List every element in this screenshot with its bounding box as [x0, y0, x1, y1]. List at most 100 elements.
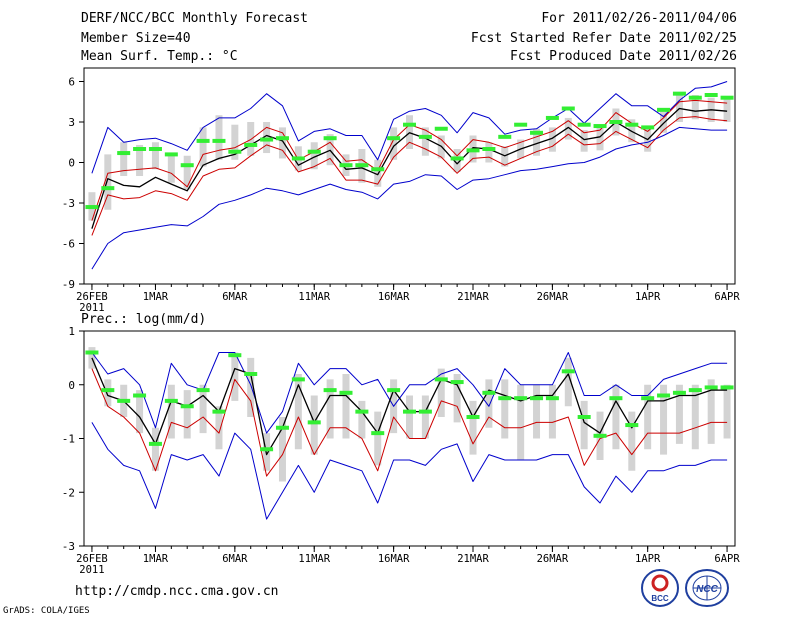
series-lower-envelope — [91, 422, 728, 520]
spread-box — [723, 99, 731, 122]
forecast-marker — [514, 396, 528, 401]
y-tick-label: 3 — [68, 116, 75, 129]
x-tick-label: 16MAR — [378, 553, 410, 565]
header-started-date: Fcst Started Refer Date 2011/02/25 — [470, 31, 737, 46]
spread-box — [374, 411, 382, 466]
forecast-marker — [482, 147, 496, 151]
spread-box — [136, 390, 144, 434]
x-tick-label: 26MAR — [537, 553, 569, 565]
spread-box — [390, 127, 398, 160]
header-forecast-range: For 2011/02/26-2011/04/06 — [541, 11, 737, 26]
forecast-marker — [720, 385, 734, 390]
forecast-marker — [720, 95, 734, 100]
forecast-marker — [593, 433, 607, 438]
forecast-marker — [545, 115, 559, 120]
spread-box — [231, 124, 239, 160]
forecast-marker — [164, 398, 178, 403]
forecast-marker — [260, 137, 274, 142]
forecast-marker — [148, 147, 162, 151]
x-tick-sublabel: 2011 — [79, 302, 104, 314]
forecast-marker — [561, 106, 575, 111]
spread-box — [675, 384, 683, 444]
forecast-marker — [133, 393, 147, 398]
spread-box — [628, 411, 636, 471]
forecast-marker — [450, 380, 464, 385]
x-tick-label: 26FEB — [76, 291, 108, 303]
spread-box — [263, 122, 271, 154]
forecast-marker — [387, 388, 401, 393]
forecast-marker — [275, 425, 289, 430]
forecast-marker — [577, 415, 591, 419]
series-upper-envelope — [91, 81, 728, 174]
forecast-marker — [148, 441, 162, 446]
forecast-marker — [212, 138, 226, 143]
forecast-marker — [228, 149, 242, 154]
x-tick-label: 6MAR — [222, 553, 248, 565]
forecast-marker — [418, 134, 432, 139]
spread-box — [501, 379, 509, 439]
footer-url: http://cmdp.ncc.cma.gov.cn — [75, 584, 279, 599]
spread-box — [580, 400, 588, 450]
y-tick-label: -9 — [62, 278, 75, 291]
y-tick-label: -6 — [62, 238, 75, 251]
forecast-marker — [291, 156, 305, 161]
spread-box — [310, 142, 318, 170]
forecast-marker — [609, 396, 623, 401]
forecast-marker — [530, 130, 544, 135]
forecast-marker — [180, 163, 194, 168]
spread-box — [136, 144, 144, 176]
x-tick-label: 26MAR — [537, 291, 569, 303]
x-tick-label: 16MAR — [378, 291, 410, 303]
x-tick-label: 1MAR — [143, 291, 169, 303]
forecast-marker — [244, 372, 258, 376]
x-tick-label: 1APR — [635, 553, 661, 565]
forecast-marker — [641, 396, 655, 401]
forecast-marker — [196, 138, 210, 143]
forecast-marker — [561, 369, 575, 374]
spread-box — [723, 384, 731, 439]
forecast-marker — [641, 125, 655, 130]
forecast-marker — [355, 163, 369, 168]
spread-box — [660, 111, 668, 133]
forecast-marker — [323, 388, 337, 393]
forecast-marker — [657, 393, 671, 398]
spread-box — [167, 155, 175, 183]
header-variable: Mean Surf. Temp.: °C — [81, 49, 238, 64]
spread-box — [564, 117, 572, 140]
y-tick-label: 1 — [68, 325, 75, 338]
forecast-marker — [466, 148, 480, 153]
spread-box — [247, 122, 255, 156]
forecast-marker — [101, 388, 115, 393]
spread-box — [183, 390, 191, 439]
y-tick-label: -2 — [62, 486, 75, 499]
spread-box — [358, 400, 366, 439]
forecast-marker — [260, 447, 274, 452]
bcc-logo: BCC — [641, 569, 679, 607]
spread-box — [151, 142, 159, 170]
forecast-marker — [339, 390, 353, 395]
forecast-marker — [593, 124, 607, 129]
grads-credit: GrADS: COLA/IGES — [3, 606, 90, 616]
spread-box — [533, 128, 541, 156]
spread-box — [215, 115, 223, 160]
series-lower-spread — [91, 116, 728, 236]
forecast-marker — [625, 423, 639, 428]
spread-box — [691, 384, 699, 450]
x-tick-label: 1MAR — [143, 553, 169, 565]
spread-box — [342, 374, 350, 439]
forecast-marker — [545, 396, 559, 401]
header-member-size: Member Size=40 — [81, 31, 191, 46]
forecast-marker — [117, 151, 131, 156]
spread-box — [167, 384, 175, 439]
spread-box — [199, 384, 207, 434]
spread-box — [580, 130, 588, 152]
x-tick-label: 26FEB — [76, 553, 108, 565]
forecast-marker — [466, 415, 480, 419]
plot-frame — [83, 67, 736, 285]
forecast-marker — [704, 385, 718, 390]
y-tick-label: -3 — [62, 197, 75, 210]
forecast-marker — [672, 390, 686, 395]
forecast-marker — [85, 205, 99, 210]
series-lower-envelope — [91, 126, 728, 270]
spread-box — [151, 427, 159, 471]
